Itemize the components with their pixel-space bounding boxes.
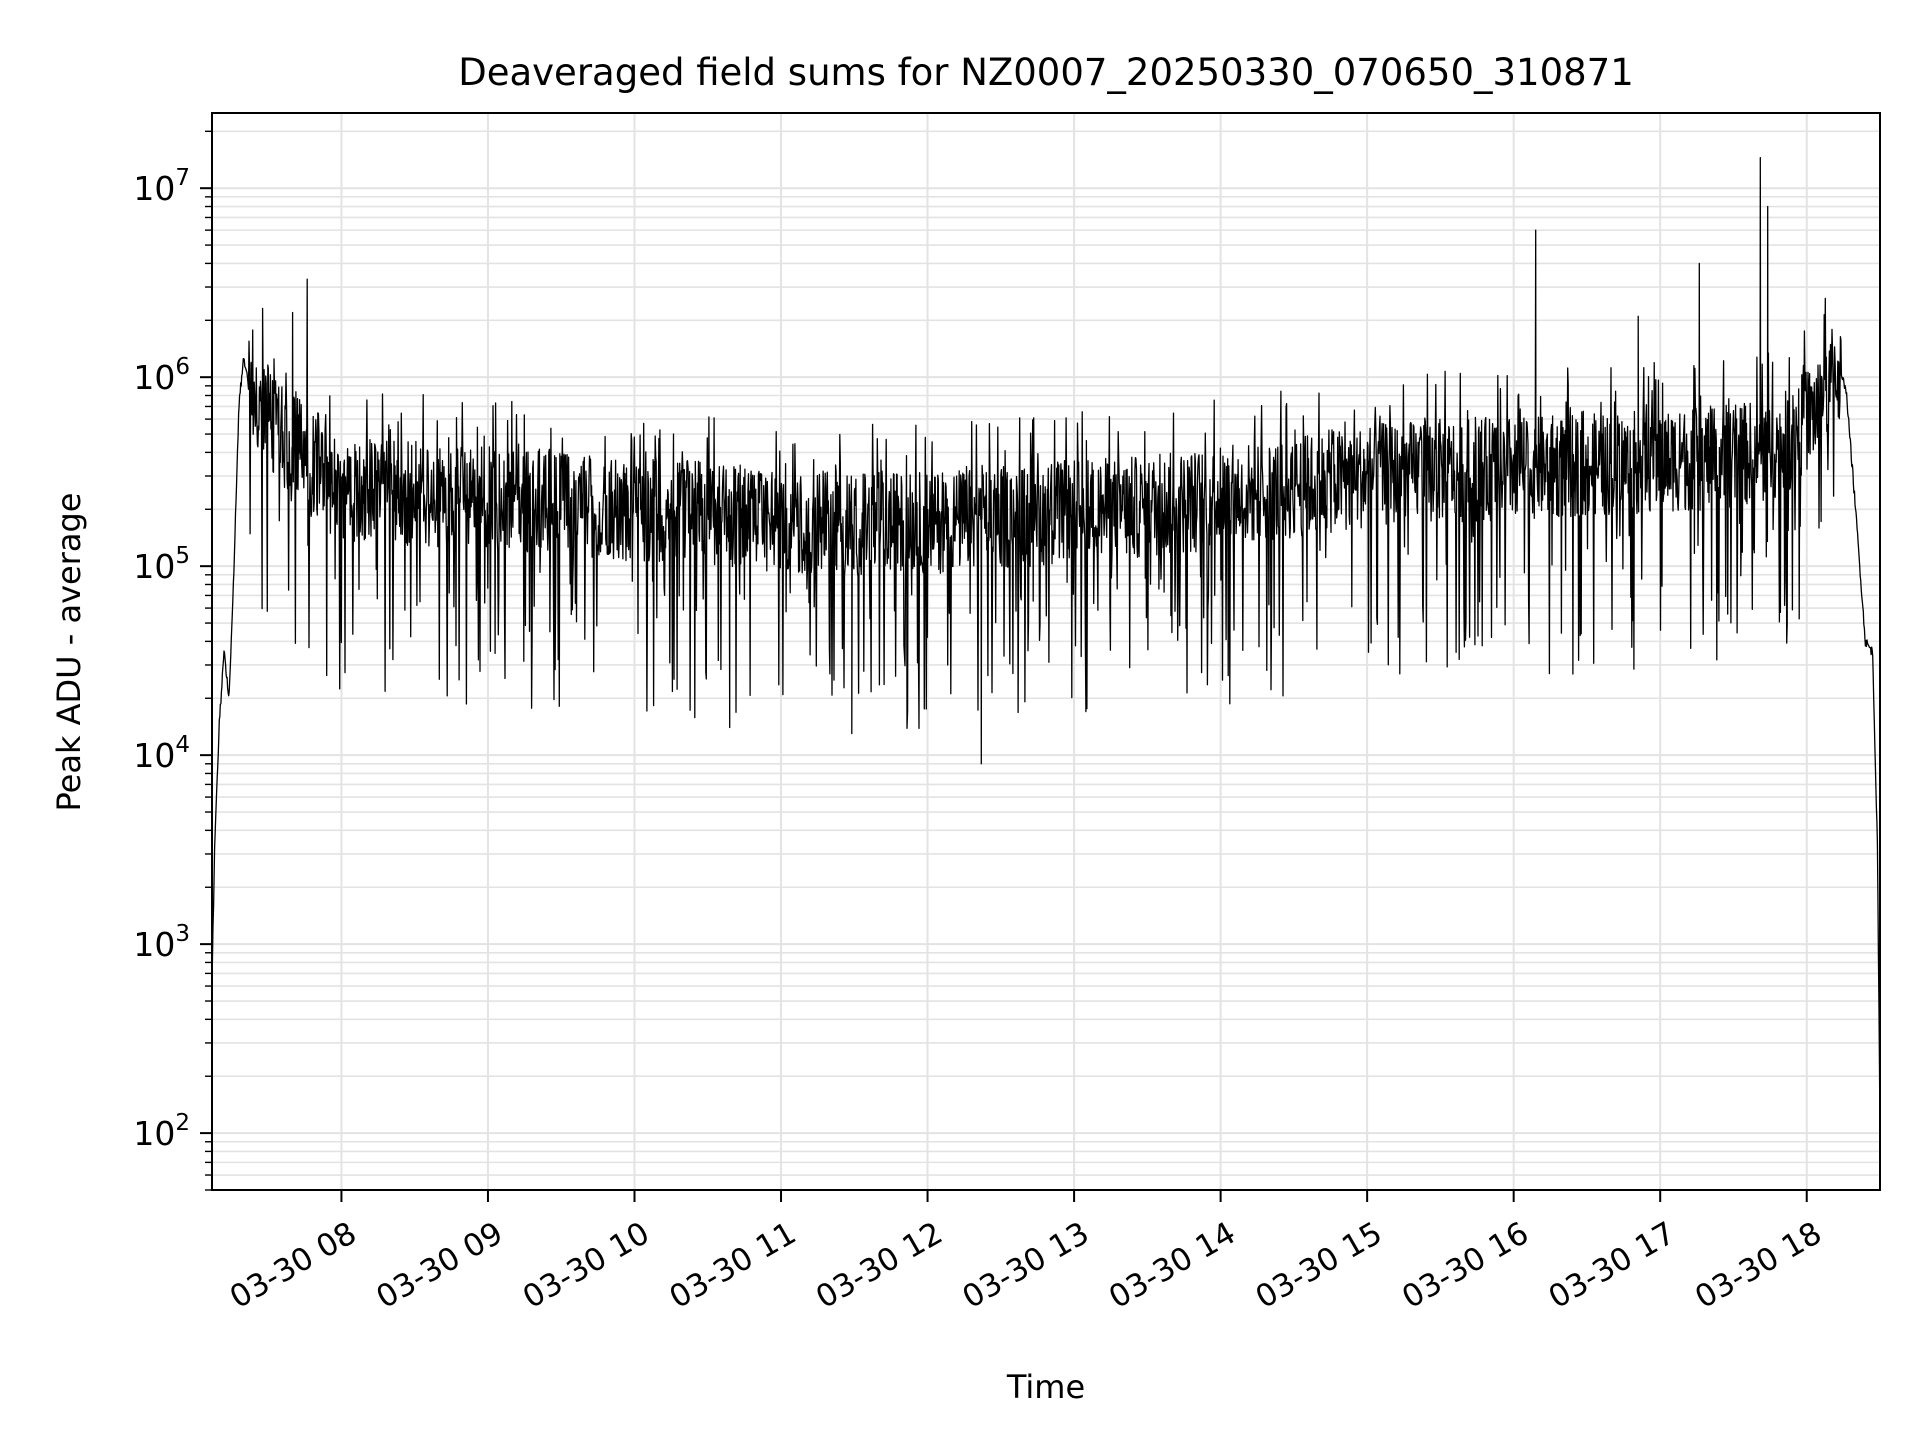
x-tick-label: 03-30 09 [370, 1215, 509, 1316]
x-tick-label: 03-30 11 [663, 1215, 802, 1316]
series-line [211, 157, 1881, 1136]
y-tick-label: 106 [133, 354, 190, 397]
x-tick-label: 03-30 08 [224, 1215, 363, 1316]
y-axis-label: Peak ADU - average [50, 493, 88, 812]
y-tick-label: 102 [133, 1110, 190, 1153]
x-tick-label: 03-30 10 [517, 1215, 656, 1316]
plot-frame [211, 112, 1881, 1191]
x-tick-label: 03-30 18 [1689, 1215, 1828, 1316]
x-tick-label: 03-30 13 [957, 1215, 1096, 1316]
x-tick-label: 03-30 14 [1103, 1215, 1242, 1316]
series-line-layer [211, 157, 1881, 1136]
x-tick-label: 03-30 12 [810, 1215, 949, 1316]
y-tick-label: 103 [133, 921, 190, 964]
x-tick-label: 03-30 16 [1396, 1215, 1535, 1316]
x-tick-label: 03-30 15 [1250, 1215, 1389, 1316]
grid-layer [212, 113, 1880, 1191]
x-tick-label: 03-30 17 [1543, 1215, 1682, 1316]
y-tick-label: 104 [133, 732, 190, 775]
y-tick-label: 105 [133, 543, 190, 586]
chart-title: Deaveraged field sums for NZ0007_2025033… [458, 51, 1634, 94]
y-tick-label: 107 [133, 165, 190, 208]
x-axis-label: Time [1006, 1368, 1085, 1406]
